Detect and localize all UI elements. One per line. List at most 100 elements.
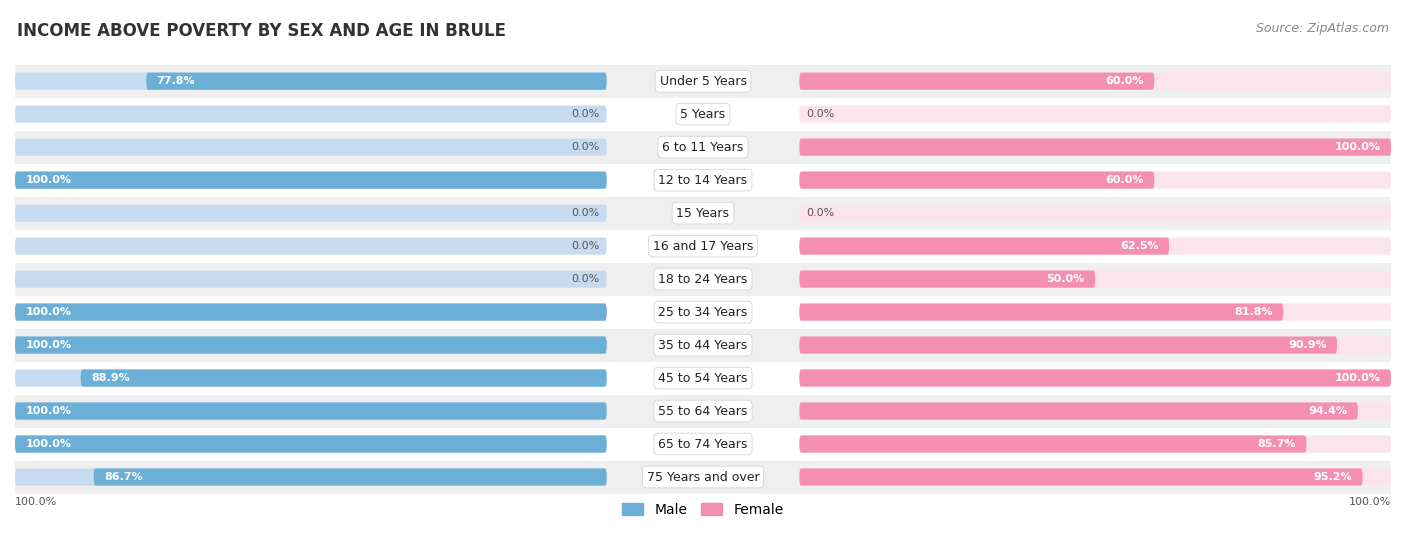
FancyBboxPatch shape	[15, 435, 606, 453]
Text: 6 to 11 Years: 6 to 11 Years	[662, 141, 744, 154]
FancyBboxPatch shape	[15, 172, 606, 189]
Text: 16 and 17 Years: 16 and 17 Years	[652, 240, 754, 253]
FancyBboxPatch shape	[15, 402, 606, 420]
Text: 94.4%: 94.4%	[1309, 406, 1347, 416]
Text: 0.0%: 0.0%	[572, 274, 600, 284]
Bar	[15, 296, 1391, 329]
FancyBboxPatch shape	[800, 337, 1391, 354]
Text: 18 to 24 Years: 18 to 24 Years	[658, 273, 748, 286]
Bar	[15, 164, 1391, 197]
Text: 77.8%: 77.8%	[156, 76, 195, 86]
Bar	[15, 131, 1391, 164]
FancyBboxPatch shape	[800, 304, 1284, 321]
Text: 88.9%: 88.9%	[91, 373, 129, 383]
Bar	[15, 98, 1391, 131]
FancyBboxPatch shape	[94, 468, 606, 486]
FancyBboxPatch shape	[800, 73, 1154, 90]
FancyBboxPatch shape	[800, 402, 1391, 420]
Text: 65 to 74 Years: 65 to 74 Years	[658, 438, 748, 451]
FancyBboxPatch shape	[80, 369, 606, 387]
Text: 0.0%: 0.0%	[572, 109, 600, 119]
FancyBboxPatch shape	[800, 238, 1170, 255]
Text: 0.0%: 0.0%	[572, 241, 600, 251]
FancyBboxPatch shape	[15, 304, 606, 321]
Text: 100.0%: 100.0%	[25, 340, 72, 350]
Text: 5 Years: 5 Years	[681, 108, 725, 121]
Text: 0.0%: 0.0%	[572, 142, 600, 152]
FancyBboxPatch shape	[800, 271, 1391, 288]
Text: 86.7%: 86.7%	[104, 472, 143, 482]
FancyBboxPatch shape	[800, 304, 1391, 321]
Text: 100.0%: 100.0%	[25, 175, 72, 185]
FancyBboxPatch shape	[15, 73, 606, 90]
Text: 15 Years: 15 Years	[676, 207, 730, 220]
Text: 85.7%: 85.7%	[1257, 439, 1296, 449]
Text: 81.8%: 81.8%	[1234, 307, 1272, 317]
Text: 100.0%: 100.0%	[25, 406, 72, 416]
Legend: Male, Female: Male, Female	[617, 497, 789, 522]
FancyBboxPatch shape	[15, 271, 606, 288]
Bar	[15, 428, 1391, 461]
Text: 60.0%: 60.0%	[1105, 175, 1144, 185]
FancyBboxPatch shape	[800, 402, 1358, 420]
Text: INCOME ABOVE POVERTY BY SEX AND AGE IN BRULE: INCOME ABOVE POVERTY BY SEX AND AGE IN B…	[17, 22, 506, 40]
FancyBboxPatch shape	[15, 337, 606, 354]
FancyBboxPatch shape	[15, 402, 606, 420]
FancyBboxPatch shape	[15, 304, 606, 321]
FancyBboxPatch shape	[15, 205, 606, 222]
FancyBboxPatch shape	[15, 139, 606, 156]
FancyBboxPatch shape	[800, 238, 1391, 255]
Text: 90.9%: 90.9%	[1288, 340, 1327, 350]
Text: 100.0%: 100.0%	[25, 439, 72, 449]
Text: 95.2%: 95.2%	[1313, 472, 1353, 482]
Text: Source: ZipAtlas.com: Source: ZipAtlas.com	[1256, 22, 1389, 35]
FancyBboxPatch shape	[800, 106, 1391, 123]
Text: 100.0%: 100.0%	[1348, 497, 1391, 507]
Bar	[15, 395, 1391, 428]
Bar	[15, 329, 1391, 362]
Text: 75 Years and over: 75 Years and over	[647, 471, 759, 484]
Text: 0.0%: 0.0%	[806, 208, 834, 218]
Text: 100.0%: 100.0%	[15, 497, 58, 507]
Bar	[15, 461, 1391, 494]
FancyBboxPatch shape	[800, 468, 1391, 486]
Bar	[15, 362, 1391, 395]
Text: 25 to 34 Years: 25 to 34 Years	[658, 306, 748, 319]
Text: 35 to 44 Years: 35 to 44 Years	[658, 339, 748, 352]
Bar	[15, 263, 1391, 296]
FancyBboxPatch shape	[146, 73, 606, 90]
FancyBboxPatch shape	[15, 238, 606, 255]
FancyBboxPatch shape	[15, 172, 606, 189]
Text: 55 to 64 Years: 55 to 64 Years	[658, 405, 748, 418]
FancyBboxPatch shape	[800, 205, 1391, 222]
FancyBboxPatch shape	[800, 369, 1391, 387]
FancyBboxPatch shape	[800, 139, 1391, 156]
Text: 60.0%: 60.0%	[1105, 76, 1144, 86]
Bar	[15, 65, 1391, 98]
Text: 62.5%: 62.5%	[1121, 241, 1159, 251]
Text: 100.0%: 100.0%	[25, 307, 72, 317]
Text: 0.0%: 0.0%	[806, 109, 834, 119]
Text: 45 to 54 Years: 45 to 54 Years	[658, 372, 748, 385]
FancyBboxPatch shape	[800, 435, 1306, 453]
FancyBboxPatch shape	[800, 172, 1154, 189]
FancyBboxPatch shape	[15, 337, 606, 354]
Text: 100.0%: 100.0%	[1334, 142, 1381, 152]
Text: Under 5 Years: Under 5 Years	[659, 75, 747, 88]
FancyBboxPatch shape	[800, 337, 1337, 354]
FancyBboxPatch shape	[800, 139, 1391, 156]
FancyBboxPatch shape	[15, 468, 606, 486]
FancyBboxPatch shape	[800, 369, 1391, 387]
FancyBboxPatch shape	[800, 468, 1362, 486]
FancyBboxPatch shape	[15, 435, 606, 453]
Text: 12 to 14 Years: 12 to 14 Years	[658, 174, 748, 187]
Text: 50.0%: 50.0%	[1046, 274, 1085, 284]
Text: 0.0%: 0.0%	[572, 208, 600, 218]
Bar	[15, 197, 1391, 230]
FancyBboxPatch shape	[15, 106, 606, 123]
FancyBboxPatch shape	[800, 172, 1391, 189]
FancyBboxPatch shape	[15, 369, 606, 387]
Bar	[15, 230, 1391, 263]
FancyBboxPatch shape	[800, 435, 1391, 453]
Text: 100.0%: 100.0%	[1334, 373, 1381, 383]
